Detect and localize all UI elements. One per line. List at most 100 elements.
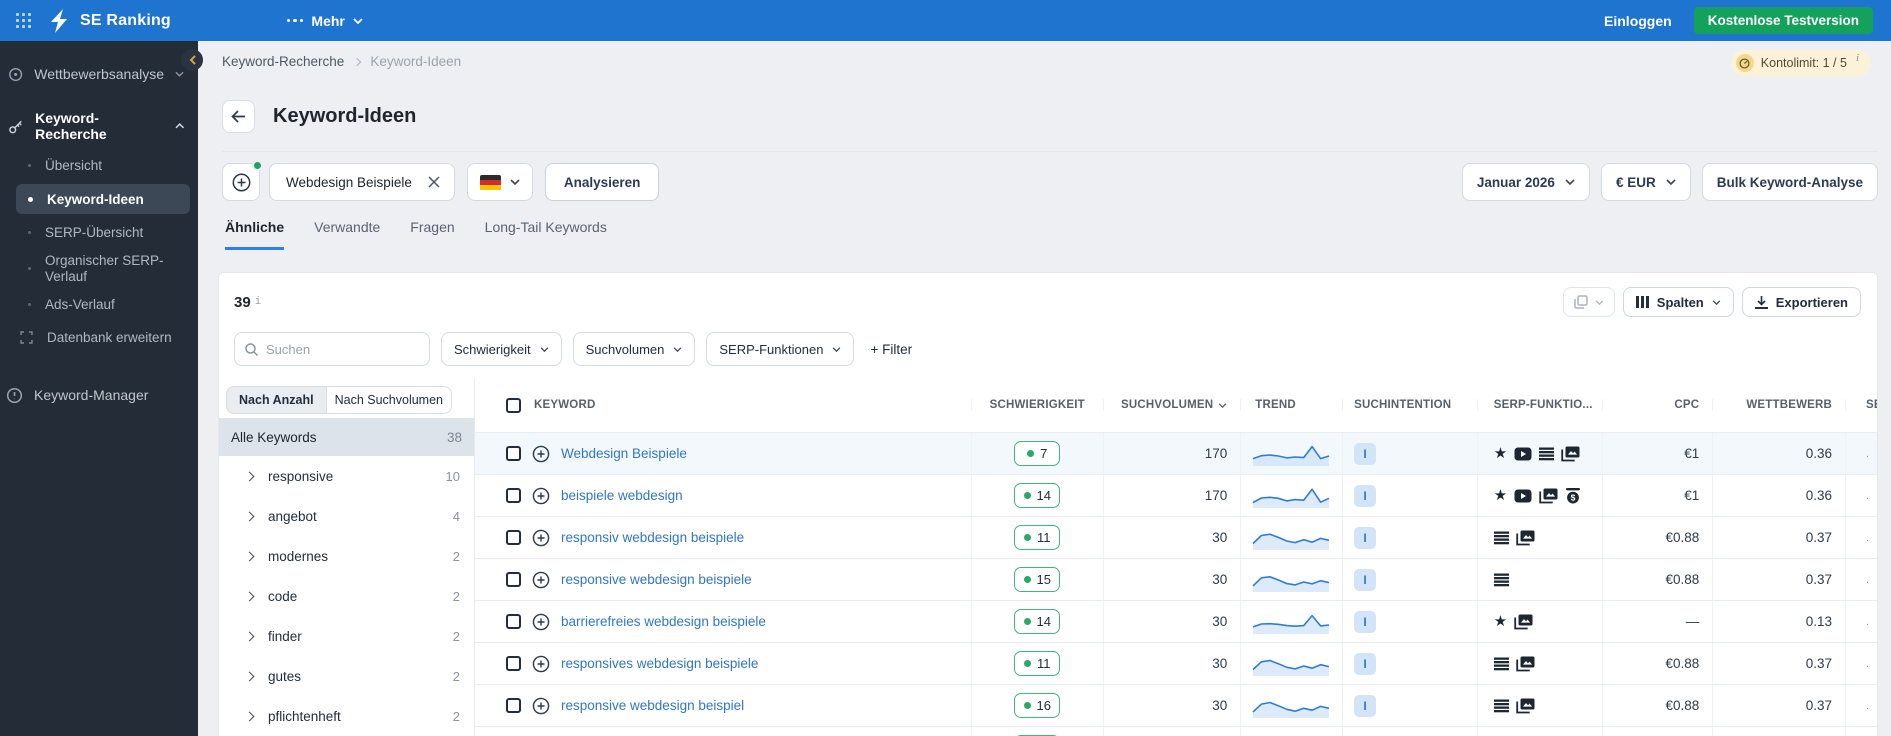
analyze-button[interactable]: Analysieren: [544, 163, 660, 201]
table-row: barrierefreies webdesign beispiele 14 30 I ★…: [475, 600, 1877, 642]
keyword-link[interactable]: responsiv webdesign beispiele: [561, 530, 745, 545]
download-icon: [1754, 295, 1768, 309]
cpc-value: [1601, 727, 1713, 736]
chevron-right-icon: [244, 591, 255, 601]
keyword-link[interactable]: responsives webdesign beispiele: [561, 656, 759, 671]
add-to-list-icon[interactable]: [532, 445, 550, 463]
row-checkbox[interactable]: [506, 614, 521, 629]
toggle-by-volume[interactable]: Nach Suchvolumen: [326, 387, 451, 413]
apps-grid-icon[interactable]: [16, 13, 31, 28]
group-count: 2: [452, 668, 460, 684]
country-selector[interactable]: [466, 163, 533, 201]
add-to-list-icon[interactable]: [532, 487, 550, 505]
group-item[interactable]: pflichtenheft 2: [219, 696, 474, 736]
back-button[interactable]: [222, 100, 255, 133]
keyword-link[interactable]: responsive webdesign beispiel: [561, 698, 745, 713]
difficulty-dot-icon: [1023, 618, 1031, 625]
chevron-down-icon: [1712, 299, 1721, 305]
group-count: 2: [452, 708, 460, 724]
images-icon: [1516, 656, 1535, 671]
group-item[interactable]: modernes 2: [219, 536, 474, 576]
bulk-keyword-analysis-button[interactable]: Bulk Keyword-Analyse: [1701, 163, 1878, 201]
sidebar-item-uebersicht[interactable]: Übersicht: [0, 149, 198, 182]
volume-filter[interactable]: Suchvolumen: [572, 332, 696, 366]
add-keyword-button[interactable]: [222, 160, 263, 201]
sidebar-item-organischer-serp-verlauf[interactable]: Organischer SERP-Verlauf: [0, 249, 190, 288]
row-checkbox[interactable]: [506, 698, 521, 713]
group-item[interactable]: gutes 2: [219, 656, 474, 696]
add-to-list-icon[interactable]: [532, 655, 550, 673]
cutoff-cell: .: [1845, 559, 1877, 600]
serp-features-filter[interactable]: SERP-Funktionen: [706, 332, 855, 366]
select-all-checkbox[interactable]: [506, 397, 521, 413]
sidebar-item-ads-verlauf[interactable]: Ads-Verlauf: [0, 288, 198, 321]
tab-fragen[interactable]: Fragen: [410, 219, 455, 235]
cpc-value: €0.88: [1601, 643, 1713, 684]
row-checkbox[interactable]: [506, 572, 521, 587]
difficulty-filter[interactable]: Schwierigkeit: [441, 332, 562, 366]
currency-selector[interactable]: € EUR: [1600, 163, 1691, 201]
target-icon: [9, 67, 23, 81]
table-row: responsive webdesign beispiele 15 30 I €0.88…: [475, 558, 1877, 600]
add-to-list-icon[interactable]: [532, 571, 550, 589]
group-item[interactable]: angebot 4: [219, 496, 474, 536]
info-icon[interactable]: i: [254, 293, 262, 307]
row-checkbox[interactable]: [506, 656, 521, 671]
copy-button[interactable]: [1562, 287, 1615, 317]
brand-logo[interactable]: SE Ranking: [49, 8, 171, 33]
group-count: 38: [446, 429, 462, 445]
toggle-by-count[interactable]: Nach Anzahl: [227, 387, 327, 413]
export-button[interactable]: Exportieren: [1741, 287, 1861, 317]
keyword-link[interactable]: barrierefreies webdesign beispiele: [561, 614, 766, 629]
tab-aehnliche[interactable]: Ähnliche: [225, 219, 285, 250]
sidebar-item-datenbank-erweitern[interactable]: Datenbank erweitern: [0, 321, 198, 354]
tab-verwandte[interactable]: Verwandte: [314, 219, 381, 235]
group-item[interactable]: responsive 10: [219, 456, 474, 496]
difficulty-dot-icon: [1023, 576, 1031, 583]
breadcrumb-parent[interactable]: Keyword-Recherche: [222, 54, 345, 69]
info-icon[interactable]: i: [1855, 52, 1859, 64]
row-checkbox[interactable]: [506, 530, 521, 545]
more-menu[interactable]: Mehr: [286, 13, 363, 29]
add-filter-button[interactable]: + Filter: [870, 341, 913, 357]
add-to-list-icon[interactable]: [532, 529, 550, 547]
difficulty-badge: 16: [1014, 693, 1061, 718]
group-item[interactable]: finder 2: [219, 616, 474, 656]
login-link[interactable]: Einloggen: [1604, 12, 1672, 29]
keyword-link[interactable]: Webdesign Beispiele: [561, 446, 687, 461]
keyword-chip: Webdesign Beispiele: [269, 163, 455, 201]
cutoff-cell: .: [1845, 475, 1877, 516]
sidebar-item-keyword-manager[interactable]: Keyword-Manager: [0, 378, 198, 412]
row-checkbox[interactable]: [506, 446, 521, 461]
group-all-keywords[interactable]: Alle Keywords 38: [219, 418, 474, 456]
text-snippet-icon: [1539, 447, 1555, 460]
volume-header-sorted[interactable]: SUCHVOLUMEN: [1102, 399, 1241, 411]
cpc-value: €0.88: [1601, 559, 1713, 600]
columns-button[interactable]: Spalten: [1622, 287, 1734, 317]
add-to-list-icon[interactable]: [532, 613, 550, 631]
keyword-link[interactable]: responsive webdesign beispiele: [561, 572, 752, 587]
chevron-right-icon: [244, 711, 255, 721]
tab-long-tail[interactable]: Long-Tail Keywords: [484, 219, 607, 235]
date-selector[interactable]: Januar 2026: [1461, 163, 1590, 201]
row-checkbox[interactable]: [506, 488, 521, 503]
free-trial-button[interactable]: Kostenlose Testversion: [1693, 7, 1873, 34]
lightning-logo-icon: [51, 8, 67, 33]
sidebar-collapse-button[interactable]: [181, 49, 203, 71]
chevron-right-icon: [244, 551, 255, 561]
sidebar-item-competitor-analysis[interactable]: Wettbewerbsanalyse: [0, 57, 198, 91]
sidebar-item-serp-uebersicht[interactable]: SERP-Übersicht: [0, 216, 198, 249]
top-navigation-bar: SE Ranking Mehr Einloggen Kostenlose Tes…: [0, 0, 1891, 41]
difficulty-dot-icon: [1024, 660, 1031, 667]
keyword-link[interactable]: beispiele webdesign: [561, 488, 683, 503]
group-item[interactable]: code 2: [219, 576, 474, 616]
breadcrumb: Keyword-Recherche Keyword-Ideen: [222, 54, 461, 69]
gauge-icon: [1735, 54, 1754, 72]
close-icon[interactable]: [428, 176, 440, 188]
sidebar-item-keyword-research[interactable]: Keyword-Recherche: [0, 109, 198, 143]
bullet-icon: [28, 231, 31, 234]
sidebar-item-keyword-ideen[interactable]: Keyword-Ideen: [16, 184, 190, 214]
trend-sparkline: [1252, 575, 1330, 592]
add-to-list-icon[interactable]: [532, 697, 550, 715]
search-input[interactable]: [266, 341, 416, 357]
